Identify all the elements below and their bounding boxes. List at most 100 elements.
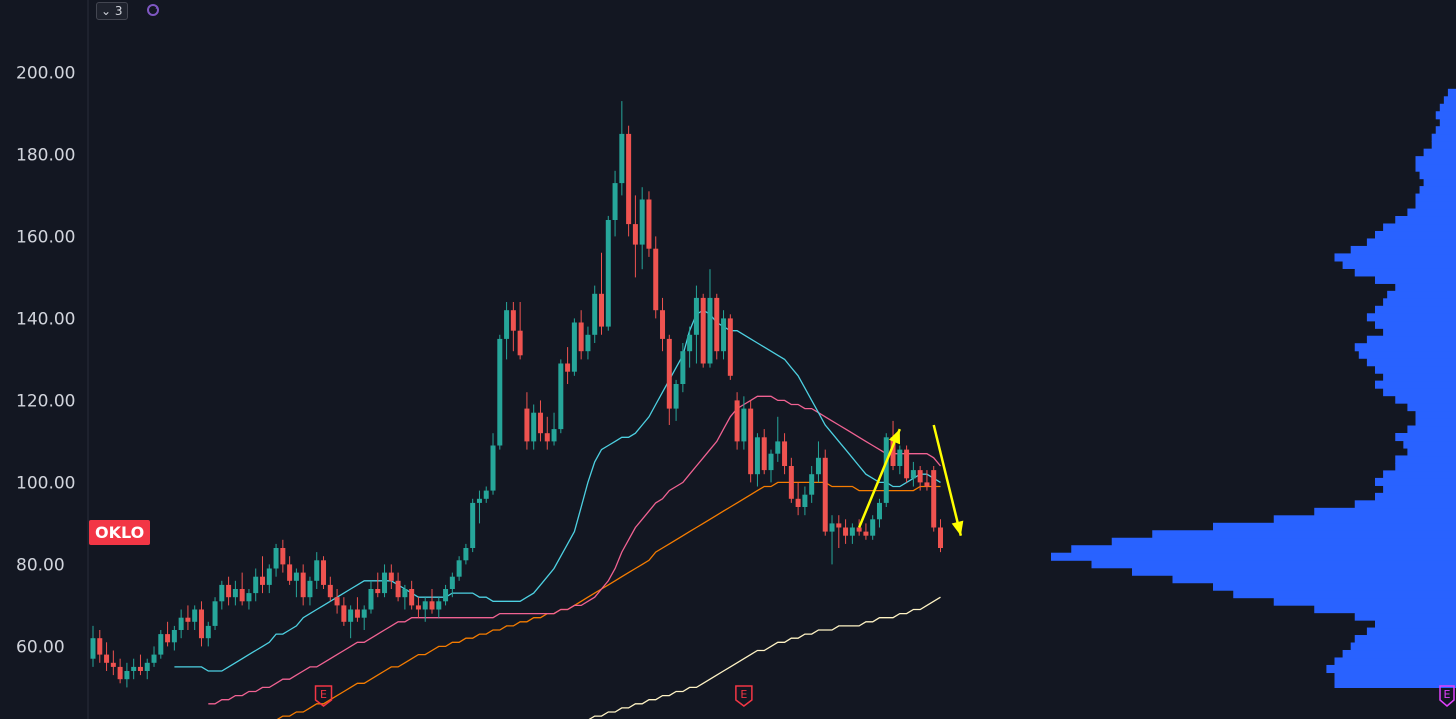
candle-body — [300, 572, 306, 598]
volume-profile-bar — [1435, 111, 1456, 120]
candle-body — [551, 429, 557, 442]
volume-profile-bar — [1431, 141, 1456, 150]
annotation-arrows — [857, 424, 964, 536]
candle-body — [599, 293, 604, 327]
candle-body — [829, 523, 835, 532]
volume-profile-bar — [1431, 133, 1456, 142]
candle-body — [97, 638, 103, 655]
candle-body — [117, 666, 123, 680]
ma-slow-line — [276, 481, 941, 719]
candle-body — [578, 322, 584, 352]
candle-body — [185, 617, 191, 622]
candle-body — [456, 560, 462, 577]
candle-body — [524, 408, 530, 442]
candle-body — [327, 584, 333, 598]
volume-profile-bar — [1342, 260, 1456, 269]
candle-body — [178, 617, 184, 630]
volume-profile-bar — [1358, 350, 1456, 359]
candle-body — [639, 199, 645, 245]
candle-body — [246, 593, 252, 602]
volume-profile-bar — [1423, 148, 1456, 157]
candle-body — [165, 634, 171, 643]
volume-profile-bar — [1383, 223, 1456, 232]
y-tick-label: 140.00 — [16, 309, 75, 329]
collapse-indicators-button[interactable]: ⌄ 3 — [96, 2, 128, 20]
candle-body — [449, 576, 455, 589]
volume-profile-bar — [1415, 163, 1456, 172]
candle-body — [212, 601, 218, 626]
volume-profile-bar — [1407, 447, 1456, 457]
candle-body — [863, 531, 869, 536]
volume-profile-bar — [1395, 283, 1456, 292]
candle-body — [205, 625, 211, 639]
arrow-head — [951, 520, 964, 536]
candle-body — [531, 412, 537, 442]
candle-body — [375, 589, 381, 594]
candle-body — [226, 584, 232, 598]
candle-body — [931, 470, 937, 528]
candle-body — [788, 466, 794, 499]
earnings-marker-shape — [314, 685, 333, 707]
candle-body — [490, 445, 496, 491]
candle-body — [721, 318, 727, 352]
candle-body — [883, 437, 889, 503]
earnings-marker-label: E — [320, 688, 327, 701]
candle-body — [192, 609, 198, 622]
volume-profile-bar — [1091, 560, 1456, 569]
ma-long-line — [588, 596, 941, 719]
y-tick-label: 200.00 — [16, 63, 75, 83]
volume-profile-bar — [1314, 605, 1456, 614]
candle-body — [239, 589, 245, 602]
candle-body — [714, 297, 720, 352]
volume-profile-bar — [1383, 298, 1456, 307]
candle-body — [571, 322, 577, 372]
candle-body — [537, 412, 543, 434]
candle-body — [775, 441, 781, 454]
candle-body — [748, 408, 754, 475]
earnings-marker[interactable]: E — [735, 685, 753, 707]
y-tick-label: 180.00 — [16, 145, 75, 165]
candle-body — [768, 453, 774, 471]
candle-body — [307, 580, 313, 598]
candle-body — [476, 498, 482, 503]
candle-body — [619, 133, 625, 184]
volume-profile-bar — [1423, 178, 1456, 187]
sync-icon[interactable] — [146, 3, 160, 17]
volume-profile-bar — [1375, 380, 1456, 389]
candle-body — [314, 560, 320, 581]
volume-profile-bar — [1334, 253, 1456, 262]
earnings-marker[interactable]: E — [314, 685, 333, 707]
volume-profile-bar — [1419, 186, 1456, 195]
candle-body — [341, 605, 347, 622]
candle-body — [470, 502, 476, 548]
candle-body — [646, 199, 652, 249]
candle-body — [782, 441, 788, 466]
candle-body — [809, 474, 815, 495]
volume-profile-bar — [1152, 530, 1456, 539]
volume-profile-bar — [1375, 275, 1456, 284]
y-tick-label: 100.00 — [16, 473, 75, 493]
candle-body — [815, 457, 821, 475]
candle-body — [741, 408, 747, 442]
volume-profile-bar — [1375, 365, 1456, 374]
volume-profile-bar — [1354, 635, 1456, 644]
volume-profile-bar — [1419, 171, 1456, 180]
candle-body — [273, 548, 279, 569]
volume-profile-bar — [1395, 395, 1456, 404]
candle-body — [876, 502, 882, 520]
candle-body — [592, 293, 598, 335]
earnings-marker-label: E — [740, 688, 747, 701]
candle-body — [544, 433, 550, 442]
candle-body — [612, 183, 618, 220]
candle-body — [680, 351, 686, 384]
candle-body — [266, 568, 272, 585]
volume-profile-bar — [1366, 627, 1456, 636]
volume-profile-bar — [1415, 410, 1456, 419]
volume-profile-bar — [1383, 328, 1456, 337]
candle-body — [727, 318, 733, 376]
candle-body — [856, 527, 862, 532]
volume-profile-bar — [1375, 477, 1456, 486]
candle-body — [321, 560, 327, 585]
